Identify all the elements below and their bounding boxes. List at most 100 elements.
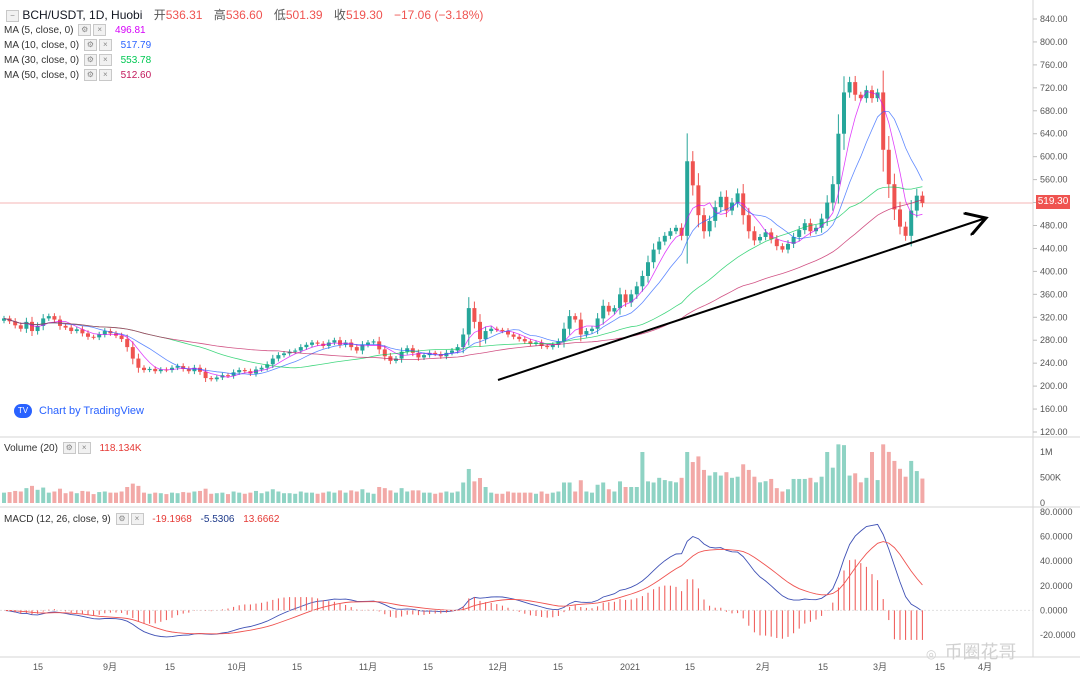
- candle-down[interactable]: [209, 378, 214, 380]
- candle-up[interactable]: [758, 236, 762, 241]
- candle-down[interactable]: [13, 321, 18, 326]
- candle-down[interactable]: [898, 209, 902, 227]
- candle-down[interactable]: [119, 335, 124, 340]
- candle-up[interactable]: [366, 342, 370, 345]
- candle-down[interactable]: [506, 331, 510, 335]
- settings-icon[interactable]: ⚙: [83, 54, 97, 67]
- candle-up[interactable]: [214, 377, 219, 380]
- candle-up[interactable]: [310, 342, 314, 345]
- candle-down[interactable]: [853, 82, 858, 95]
- ma5-legend[interactable]: MA (5, close, 0) ⚙ × 496.81: [4, 24, 146, 38]
- candle-up[interactable]: [836, 133, 841, 185]
- candle-down[interactable]: [338, 340, 342, 345]
- ma50-legend[interactable]: MA (50, close, 0) ⚙ × 512.60: [4, 69, 151, 83]
- candle-down[interactable]: [886, 149, 891, 185]
- candle-up[interactable]: [466, 308, 471, 335]
- candle-down[interactable]: [870, 90, 874, 99]
- candle-up[interactable]: [2, 318, 6, 321]
- candle-up[interactable]: [629, 294, 634, 303]
- candle-up[interactable]: [662, 235, 667, 242]
- candle-up[interactable]: [461, 334, 466, 348]
- candle-down[interactable]: [125, 339, 130, 348]
- candle-up[interactable]: [102, 331, 107, 335]
- candle-down[interactable]: [517, 336, 522, 340]
- candle-down[interactable]: [198, 367, 202, 372]
- candle-up[interactable]: [735, 193, 740, 203]
- candle-up[interactable]: [24, 321, 29, 329]
- candle-down[interactable]: [181, 366, 186, 369]
- candle-down[interactable]: [702, 215, 706, 232]
- candle-up[interactable]: [237, 370, 242, 373]
- candle-down[interactable]: [746, 215, 751, 232]
- candle-down[interactable]: [606, 305, 611, 312]
- candle-down[interactable]: [226, 375, 230, 377]
- ma30-legend[interactable]: MA (30, close, 0) ⚙ × 553.78: [4, 54, 151, 68]
- candle-up[interactable]: [842, 92, 846, 134]
- candle-down[interactable]: [690, 161, 695, 186]
- candle-up[interactable]: [825, 202, 830, 219]
- candle-up[interactable]: [584, 331, 589, 335]
- candle-down[interactable]: [80, 329, 85, 334]
- candle-down[interactable]: [186, 368, 191, 372]
- candle-down[interactable]: [573, 316, 578, 320]
- candle-down[interactable]: [52, 316, 57, 320]
- close-icon[interactable]: ×: [93, 24, 107, 37]
- candle-up[interactable]: [450, 350, 454, 353]
- candle-up[interactable]: [259, 367, 264, 370]
- candle-up[interactable]: [562, 328, 566, 342]
- candle-down[interactable]: [623, 294, 628, 303]
- settings-icon[interactable]: ⚙: [78, 24, 92, 37]
- candle-down[interactable]: [539, 342, 544, 346]
- candle-up[interactable]: [556, 341, 561, 345]
- candle-down[interactable]: [30, 321, 34, 332]
- candle-down[interactable]: [500, 329, 505, 332]
- candle-up[interactable]: [405, 348, 410, 352]
- candle-down[interactable]: [136, 358, 141, 368]
- candle-up[interactable]: [41, 318, 46, 326]
- settings-icon[interactable]: ⚙: [115, 513, 129, 526]
- candle-up[interactable]: [46, 316, 51, 319]
- candle-down[interactable]: [91, 336, 96, 338]
- candle-up[interactable]: [830, 184, 835, 203]
- candle-down[interactable]: [511, 334, 516, 337]
- candle-up[interactable]: [483, 331, 488, 340]
- candle-up[interactable]: [304, 344, 309, 348]
- candle-up[interactable]: [713, 207, 718, 221]
- candle-up[interactable]: [360, 344, 365, 351]
- candle-down[interactable]: [86, 333, 90, 337]
- candle-down[interactable]: [63, 325, 68, 328]
- candle-down[interactable]: [881, 92, 886, 150]
- candle-down[interactable]: [892, 184, 897, 210]
- candle-down[interactable]: [153, 368, 158, 372]
- candle-down[interactable]: [724, 196, 729, 211]
- candle-down[interactable]: [578, 319, 583, 335]
- candle-down[interactable]: [679, 227, 684, 236]
- trendline-arrow[interactable]: [497, 218, 986, 381]
- candle-up[interactable]: [158, 369, 163, 372]
- candle-down[interactable]: [528, 341, 533, 344]
- candle-up[interactable]: [276, 355, 281, 359]
- candle-up[interactable]: [422, 355, 426, 358]
- candle-down[interactable]: [433, 352, 438, 354]
- candle-up[interactable]: [332, 340, 337, 343]
- candle-down[interactable]: [130, 347, 135, 359]
- candle-down[interactable]: [349, 342, 354, 348]
- candle-up[interactable]: [270, 358, 275, 365]
- candle-up[interactable]: [567, 316, 572, 329]
- tradingview-attribution[interactable]: TV Chart by TradingView: [14, 404, 144, 418]
- candle-up[interactable]: [864, 90, 869, 99]
- close-icon[interactable]: ×: [98, 54, 112, 67]
- candle-up[interactable]: [550, 344, 555, 348]
- candle-up[interactable]: [590, 328, 594, 332]
- candle-down[interactable]: [242, 370, 247, 372]
- candle-up[interactable]: [282, 353, 286, 356]
- settings-icon[interactable]: ⚙: [83, 39, 97, 52]
- settings-icon[interactable]: ⚙: [83, 69, 97, 82]
- candle-up[interactable]: [343, 342, 348, 345]
- candle-down[interactable]: [416, 352, 421, 358]
- candle-down[interactable]: [752, 231, 757, 241]
- close-icon[interactable]: ×: [98, 69, 112, 82]
- close-icon[interactable]: ×: [130, 513, 144, 526]
- candle-up[interactable]: [394, 358, 398, 361]
